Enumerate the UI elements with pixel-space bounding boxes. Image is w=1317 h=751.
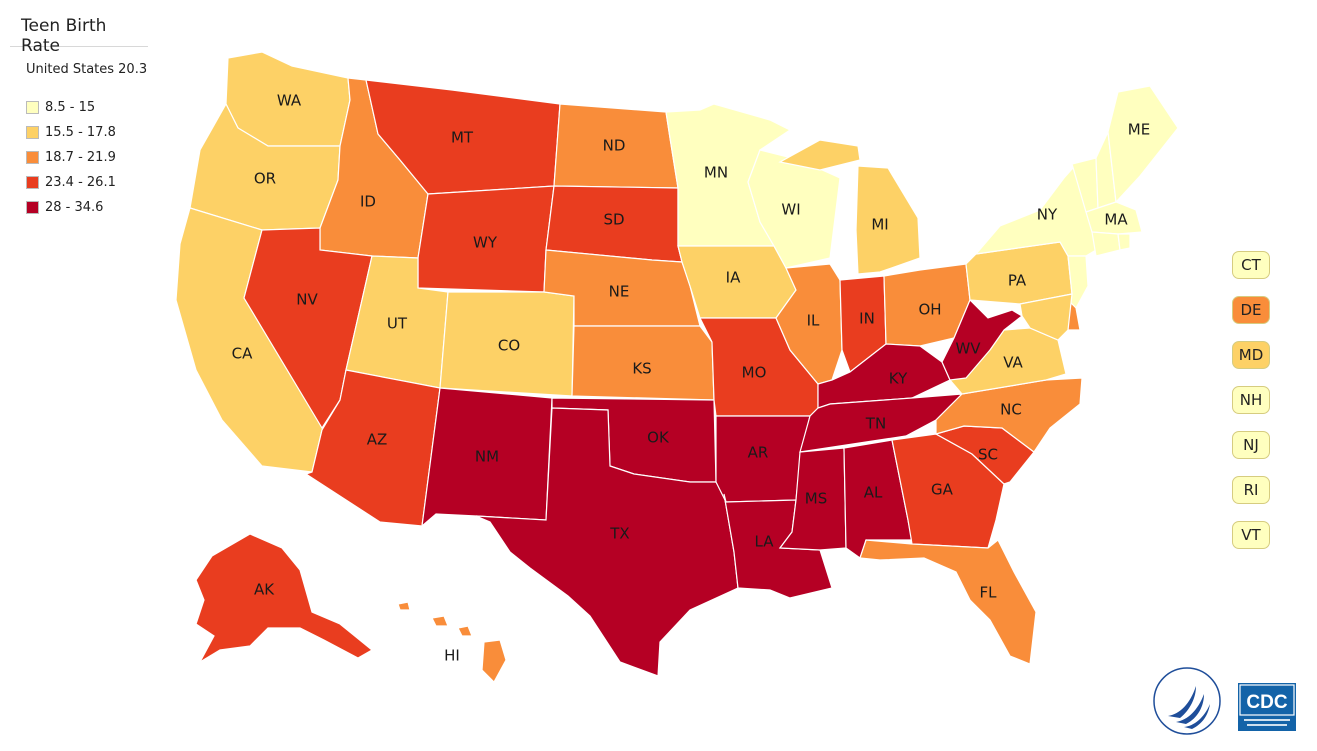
legend-item: 23.4 - 26.1: [26, 170, 147, 195]
state-NM[interactable]: [421, 387, 553, 528]
cdc-logo: CDC: [1238, 683, 1296, 736]
state-SD[interactable]: [545, 185, 683, 263]
legend-swatch: [26, 151, 39, 164]
state-FL[interactable]: [859, 539, 1037, 665]
state-WV[interactable]: [941, 298, 1024, 381]
legend-label: 8.5 - 15: [45, 100, 96, 115]
state-WY[interactable]: [417, 185, 555, 293]
small-state-DE[interactable]: DE: [1232, 296, 1270, 324]
legend-label: 28 - 34.6: [45, 200, 104, 215]
state-ND[interactable]: [553, 103, 679, 189]
legend-swatch: [26, 101, 39, 114]
state-label-HI: HI: [444, 647, 460, 665]
state-RI[interactable]: [1117, 233, 1131, 251]
state-CT[interactable]: [1091, 231, 1121, 257]
legend-swatch: [26, 176, 39, 189]
legend-item: 18.7 - 21.9: [26, 145, 147, 170]
small-state-MD[interactable]: MD: [1232, 341, 1270, 369]
state-TX[interactable]: [475, 407, 739, 677]
hhs-eagle-icon: [1153, 667, 1221, 735]
state-AR[interactable]: [715, 415, 811, 503]
small-state-NH[interactable]: NH: [1232, 386, 1270, 414]
legend: United States 20.3 8.5 - 15 15.5 - 17.8 …: [26, 62, 147, 220]
map-title: Teen Birth Rate: [21, 16, 107, 56]
state-HI[interactable]: [397, 601, 507, 683]
state-ME[interactable]: [1107, 85, 1179, 204]
state-KS[interactable]: [571, 325, 715, 401]
hhs-logo: [1150, 664, 1224, 743]
small-state-VT[interactable]: VT: [1232, 521, 1270, 549]
small-state-RI[interactable]: RI: [1232, 476, 1270, 504]
legend-item: 8.5 - 15: [26, 95, 147, 120]
small-state-CT[interactable]: CT: [1232, 251, 1270, 279]
legend-swatch: [26, 126, 39, 139]
legend-label: 23.4 - 26.1: [45, 175, 116, 190]
state-MI[interactable]: [778, 139, 921, 275]
legend-swatch: [26, 201, 39, 214]
state-AK[interactable]: [195, 533, 374, 664]
map-title-box: Teen Birth Rate: [10, 8, 148, 56]
state-CO[interactable]: [439, 291, 575, 397]
cdc-logo-icon: CDC: [1238, 683, 1296, 731]
legend-item: 15.5 - 17.8: [26, 120, 147, 145]
legend-label: 18.7 - 21.9: [45, 150, 116, 165]
legend-label: 15.5 - 17.8: [45, 125, 116, 140]
state-MD[interactable]: [1019, 293, 1073, 341]
cdc-logo-text: CDC: [1246, 692, 1287, 713]
legend-title: United States 20.3: [26, 62, 148, 77]
legend-item: 28 - 34.6: [26, 195, 147, 220]
small-state-NJ[interactable]: NJ: [1232, 431, 1270, 459]
